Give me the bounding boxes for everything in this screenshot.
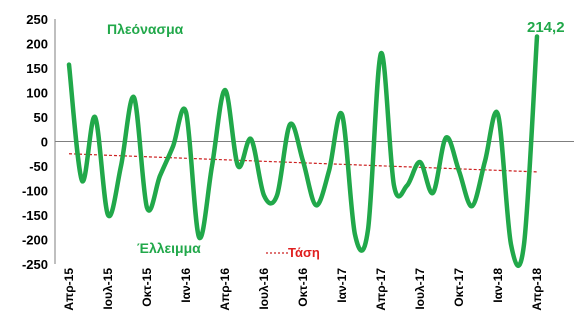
y-tick-label: -200 <box>22 233 48 248</box>
x-tick-label: Ιουλ-16 <box>257 268 271 310</box>
data-point <box>68 64 70 66</box>
data-point <box>315 204 317 206</box>
y-tick-label: 100 <box>26 86 48 101</box>
data-point <box>198 236 200 238</box>
data-point <box>523 243 525 245</box>
x-tick-label: Ιαν-18 <box>491 268 505 303</box>
data-point <box>458 170 460 172</box>
surplus-annotation: Πλεόνασμα <box>107 21 184 37</box>
data-point <box>224 89 226 91</box>
x-tick-label: Απρ-15 <box>62 268 76 311</box>
data-point <box>367 229 369 231</box>
data-point <box>159 175 161 177</box>
y-tick-label: 150 <box>26 61 48 76</box>
data-point <box>445 137 447 139</box>
data-point <box>419 161 421 163</box>
deficit-annotation: Έλλειμμα <box>137 240 201 256</box>
data-point <box>380 52 382 54</box>
last-value-label: 214,2 <box>527 19 565 36</box>
data-point <box>172 145 174 147</box>
data-point <box>289 123 291 125</box>
y-tick-label: 0 <box>41 135 48 150</box>
data-point <box>497 114 499 116</box>
data-point <box>107 214 109 216</box>
data-point <box>328 170 330 172</box>
x-tick-label: Οκτ-15 <box>140 268 154 307</box>
data-point <box>146 207 148 209</box>
data-point <box>120 165 122 167</box>
data-point <box>393 185 395 187</box>
trend-annotation: Τάση <box>288 245 320 260</box>
x-tick-label: Ιαν-16 <box>179 268 193 303</box>
x-tick-label: Ιαν-17 <box>335 268 349 303</box>
x-tick-label: Ιουλ-17 <box>413 268 427 310</box>
data-point <box>276 194 278 196</box>
x-tick-label: Απρ-17 <box>374 268 388 311</box>
x-tick-label: Απρ-18 <box>530 268 544 311</box>
data-point <box>250 138 252 140</box>
y-tick-label: -250 <box>22 257 48 272</box>
data-point <box>185 111 187 113</box>
y-tick-label: 200 <box>26 37 48 52</box>
data-point <box>354 234 356 236</box>
x-tick-label: Οκτ-16 <box>296 268 310 307</box>
data-point <box>406 185 408 187</box>
data-point <box>133 96 135 98</box>
y-tick-label: 50 <box>34 110 48 125</box>
data-point <box>341 114 343 116</box>
data-point <box>263 194 265 196</box>
y-tick-label: -50 <box>29 159 48 174</box>
y-tick-label: -100 <box>22 184 48 199</box>
axes <box>54 19 574 264</box>
data-point <box>471 205 473 207</box>
y-tick-label: -150 <box>22 208 48 223</box>
y-tick-label: 250 <box>26 12 48 27</box>
data-point <box>211 165 213 167</box>
plot-area <box>66 34 540 268</box>
x-tick-label: Οκτ-17 <box>452 268 466 307</box>
x-tick-label: Απρ-16 <box>218 268 232 311</box>
x-tick-label: Ιουλ-15 <box>101 268 115 310</box>
series-line <box>66 34 540 268</box>
data-point <box>484 160 486 162</box>
data-point <box>237 165 239 167</box>
data-point <box>432 192 434 194</box>
data-point <box>81 180 83 182</box>
tick-labels: -250 -200 -150 -100 -50 0 50 100 150 200 250 Απρ-15… <box>22 12 544 311</box>
data-point <box>302 160 304 162</box>
data-point <box>94 116 96 118</box>
data-point <box>510 243 512 245</box>
